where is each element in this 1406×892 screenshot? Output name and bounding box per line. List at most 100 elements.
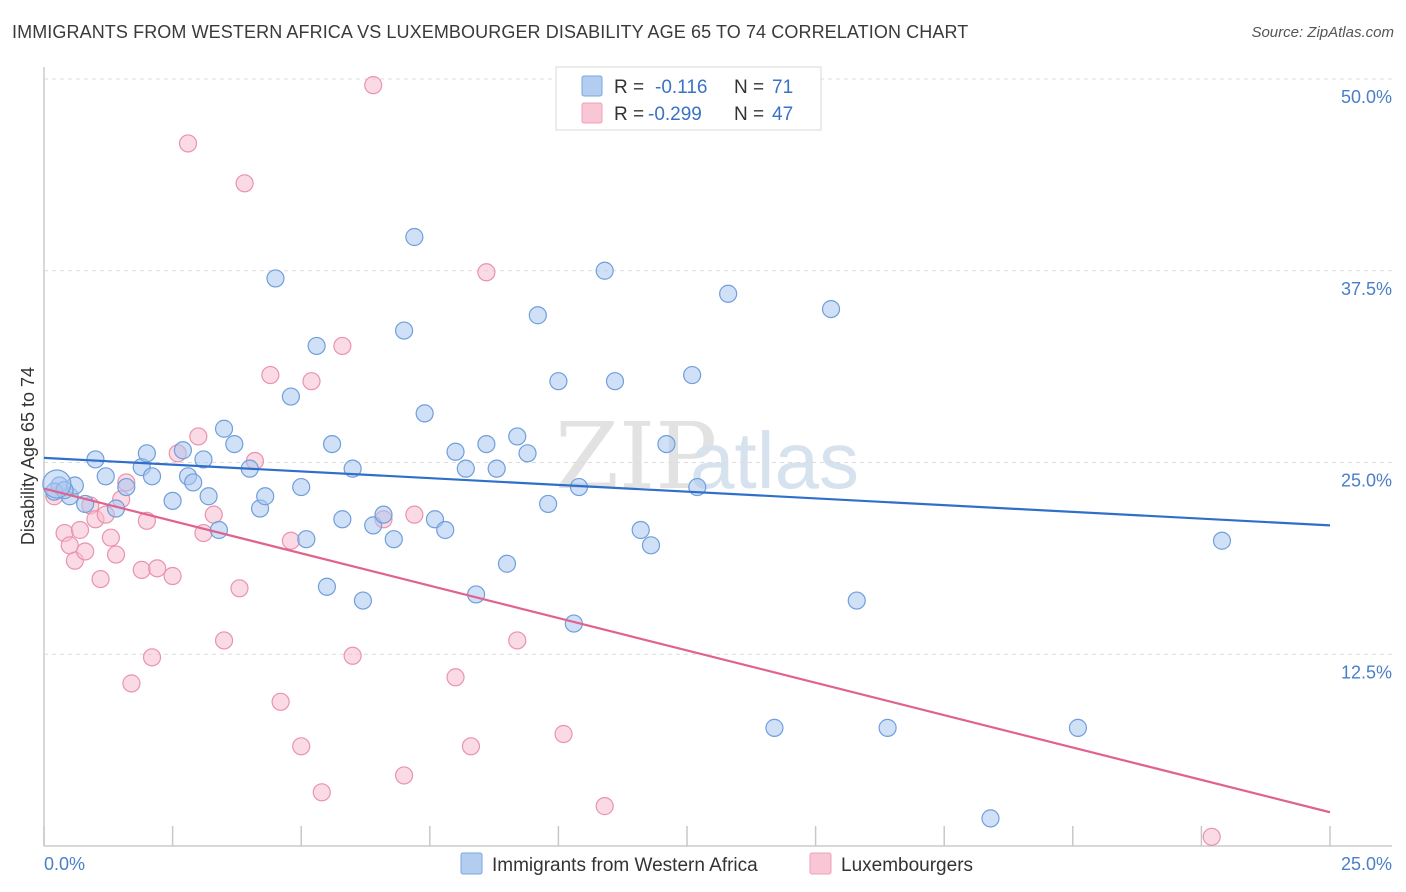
immigrants-western-africa-point: [765, 718, 784, 737]
immigrants-western-africa-point: [456, 459, 475, 478]
immigrants-western-africa-point: [1212, 531, 1232, 550]
immigrants-western-africa-point: [641, 536, 661, 555]
immigrants-western-africa-point: [173, 441, 192, 460]
luxembourgers-point: [163, 566, 182, 586]
immigrants-western-africa-point: [117, 477, 136, 497]
immigrants-western-africa-point: [317, 577, 337, 596]
immigrants-western-africa-point: [281, 387, 301, 406]
legend-n-value-2: 47: [772, 104, 793, 125]
trend-lines: [43, 456, 1331, 814]
x-tick-label-min: 0.0%: [44, 854, 85, 874]
legend-r-label-1: R =: [614, 77, 644, 98]
immigrants-western-africa-point: [657, 434, 676, 454]
x-tick-label-max: 25.0%: [1341, 854, 1392, 874]
bottom-legend: Immigrants from Western Africa Luxembour…: [460, 852, 973, 876]
immigrants-western-africa-point: [631, 520, 650, 540]
immigrants-western-africa-point: [847, 591, 866, 610]
legend-swatch-blue: [581, 75, 603, 97]
immigrants-western-africa-point: [981, 809, 1000, 828]
immigrants-western-africa-point: [322, 434, 342, 454]
immigrants-western-africa-point: [256, 487, 275, 506]
series-immigrants-western-africa: [42, 227, 1232, 828]
immigrants-western-africa-point: [137, 444, 156, 463]
immigrants-western-africa-point: [142, 467, 162, 486]
luxembourgers-point: [230, 579, 249, 598]
immigrants-western-africa-point: [307, 336, 326, 356]
immigrants-western-africa-point: [436, 520, 455, 540]
y-axis-label: Disability Age 65 to 74: [18, 367, 38, 545]
luxembourgers-point: [281, 531, 301, 550]
immigrants-western-africa-point: [292, 477, 311, 497]
immigrants-western-africa-point: [225, 434, 244, 454]
immigrants-western-africa-point: [605, 372, 625, 391]
luxembourgers-point: [405, 505, 424, 524]
trend-line-luxembourgers: [43, 487, 1331, 814]
luxembourgers-point: [595, 797, 614, 816]
legend-r-value-2: -0.299: [648, 104, 702, 125]
immigrants-western-africa-point: [199, 487, 218, 506]
legend-n-label-1: N =: [734, 77, 764, 98]
immigrants-western-africa-point: [719, 284, 738, 303]
luxembourgers-point: [394, 766, 414, 785]
legend-r-value-1: -0.116: [655, 77, 707, 98]
immigrants-western-africa-point: [297, 530, 316, 549]
source-credit: Source: ZipAtlas.com: [1251, 24, 1394, 41]
immigrants-western-africa-point: [466, 585, 486, 604]
luxembourgers-point: [60, 536, 79, 555]
y-tick-label: 25.0%: [1341, 471, 1392, 491]
top-legend: R = -0.116 N = 71 R = -0.299 N = 47: [555, 66, 822, 131]
immigrants-western-africa-point: [184, 473, 203, 492]
luxembourgers-point: [189, 427, 208, 446]
luxembourgers-point: [343, 646, 362, 665]
legend-n-label-2: N =: [734, 104, 764, 125]
legend-swatch-pink: [581, 102, 603, 124]
luxembourgers-point: [446, 668, 465, 687]
luxembourgers-point: [70, 520, 90, 540]
immigrants-western-africa-point: [539, 494, 558, 514]
luxembourgers-point: [302, 372, 321, 391]
luxembourgers-point: [477, 263, 496, 282]
immigrants-western-africa-point: [394, 321, 414, 340]
immigrants-western-africa-point: [405, 227, 424, 247]
grid-lines: [44, 78, 1392, 655]
immigrants-western-africa-point: [477, 434, 496, 454]
immigrants-western-africa-point: [497, 554, 517, 573]
luxembourgers-point: [554, 724, 573, 744]
luxembourgers-point: [271, 692, 290, 711]
immigrants-western-africa-point: [384, 530, 403, 549]
immigrants-western-africa-point: [374, 505, 393, 524]
immigrants-western-africa-point: [518, 444, 537, 463]
luxembourgers-point: [312, 783, 331, 802]
luxembourgers-point: [235, 174, 254, 193]
immigrants-western-africa-point: [683, 365, 702, 385]
bottom-legend-label-1: Immigrants from Western Africa: [492, 855, 758, 876]
legend-r-label-2: R =: [614, 104, 644, 125]
bottom-legend-swatch-pink: [809, 852, 832, 875]
immigrants-western-africa-point: [214, 419, 234, 438]
luxembourgers-point: [261, 365, 280, 385]
immigrants-western-africa-point: [266, 269, 285, 288]
immigrants-western-africa-point: [528, 306, 547, 325]
y-tick-label: 12.5%: [1341, 662, 1392, 682]
luxembourgers-point: [106, 545, 126, 564]
luxembourgers-point: [91, 569, 110, 589]
trend-line-immigrants-western-africa: [43, 456, 1331, 527]
luxembourgers-point: [292, 737, 311, 756]
luxembourgers-point: [508, 631, 527, 650]
luxembourgers-point: [142, 648, 162, 667]
immigrants-western-africa-point: [415, 404, 434, 423]
x-axis-ticks: [43, 826, 1331, 846]
bottom-legend-label-2: Luxembourgers: [841, 855, 973, 876]
immigrants-western-africa-point: [446, 442, 465, 461]
luxembourgers-point: [132, 560, 151, 579]
luxembourgers-point: [76, 542, 95, 561]
y-tick-labels: 12.5% 25.0% 37.5% 50.0%: [1341, 87, 1392, 682]
bottom-legend-swatch-blue: [460, 852, 483, 875]
immigrants-western-africa-point: [508, 427, 527, 446]
immigrants-western-africa-point: [96, 467, 115, 486]
chart-title: IMMIGRANTS FROM WESTERN AFRICA VS LUXEMB…: [12, 22, 969, 42]
immigrants-western-africa-point: [353, 591, 373, 610]
luxembourgers-point: [148, 559, 167, 578]
luxembourgers-point: [178, 134, 198, 153]
